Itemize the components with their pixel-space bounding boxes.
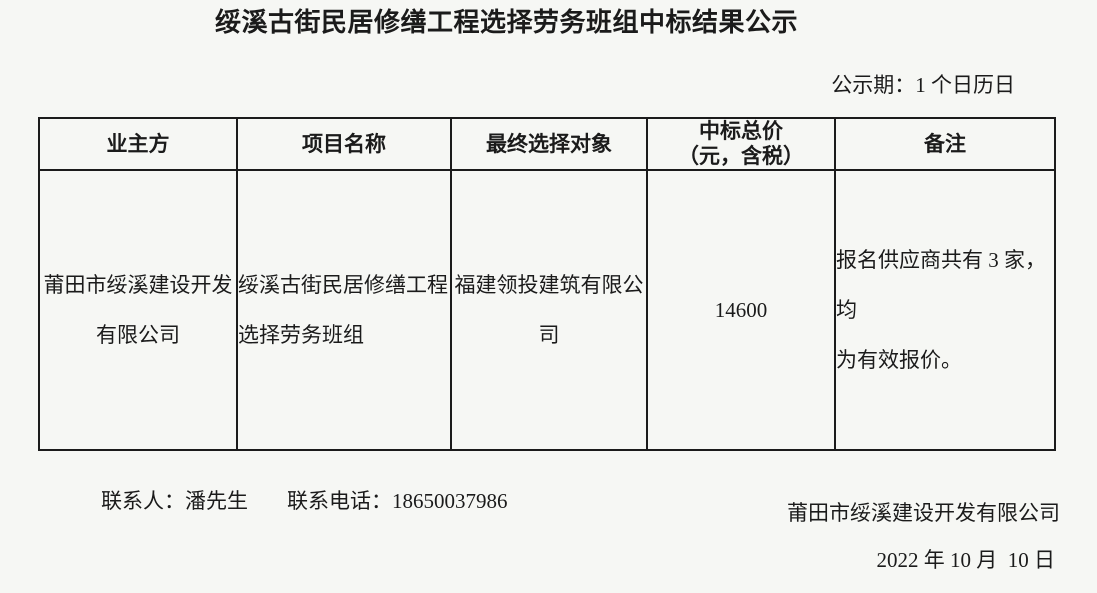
page-title: 绥溪古街民居修缮工程选择劳务班组中标结果公示 [214, 8, 798, 37]
column-header-bid-price: 中标总价 （元，含税） [646, 117, 836, 171]
column-header-project: 项目名称 [236, 117, 452, 171]
contact-person: 联系人：潘先生 [101, 489, 248, 513]
cell-final-selection: 福建领投建筑有限公 司 [450, 169, 648, 451]
contact-phone: 联系电话：18650037986 [287, 489, 508, 513]
publicity-period: 公示期：1 个日历日 [831, 73, 1015, 97]
footer-company: 莆田市绥溪建设开发有限公司 [787, 501, 1060, 525]
cell-remark: 报名供应商共有 3 家，均 为有效报价。 [834, 169, 1056, 451]
cell-bid-price: 14600 [646, 169, 836, 451]
footer-date: 2022 年 10 月 10 日 [876, 548, 1056, 572]
contact-line: 联系人：潘先生 联系电话：18650037986 [80, 459, 508, 543]
column-header-final-selection: 最终选择对象 [450, 117, 648, 171]
column-header-remark: 备注 [834, 117, 1056, 171]
cell-project: 绥溪古街民居修缮工程 选择劳务班组 [236, 169, 452, 451]
table-row: 莆田市绥溪建设开发 有限公司 绥溪古街民居修缮工程 选择劳务班组 福建领投建筑有… [38, 169, 1056, 451]
column-header-owner: 业主方 [38, 117, 238, 171]
cell-owner: 莆田市绥溪建设开发 有限公司 [38, 169, 238, 451]
bid-results-table: 业主方 项目名称 最终选择对象 中标总价 （元，含税） 备注 莆田市绥溪建设开发… [38, 117, 1056, 451]
table-header-row: 业主方 项目名称 最终选择对象 中标总价 （元，含税） 备注 [38, 117, 1056, 171]
